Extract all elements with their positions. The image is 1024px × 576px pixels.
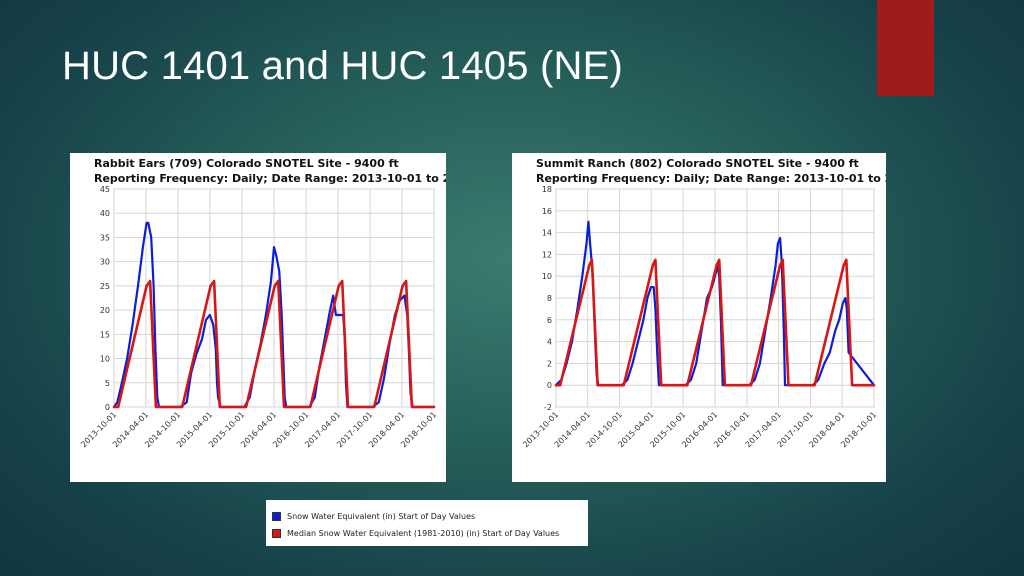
chart-legend: Snow Water Equivalent (in) Start of Day … [266, 500, 588, 546]
chart-subtitle: Reporting Frequency: Daily; Date Range: … [536, 172, 886, 185]
legend-item-swe: Snow Water Equivalent (in) Start of Day … [272, 509, 475, 523]
y-tick-label: 0 [105, 403, 110, 412]
legend-swatch-swe [272, 511, 281, 521]
legend-item-median: Median Snow Water Equivalent (1981-2010)… [272, 526, 559, 540]
legend-label-swe: Snow Water Equivalent (in) Start of Day … [287, 511, 476, 521]
chart-summit-ranch: Summit Ranch (802) Colorado SNOTEL Site … [512, 153, 886, 482]
y-tick-label: 18 [542, 185, 552, 194]
y-tick-label: 14 [542, 229, 552, 238]
series-line-median [112, 279, 436, 409]
y-tick-label: 40 [100, 209, 110, 218]
y-tick-label: 30 [100, 258, 110, 267]
y-tick-label: 10 [100, 355, 110, 364]
accent-bar [877, 0, 934, 96]
y-tick-label: 8 [547, 294, 552, 303]
chart-svg-1: Summit Ranch (802) Colorado SNOTEL Site … [521, 157, 886, 449]
y-tick-label: 4 [547, 338, 552, 347]
y-tick-label: 2 [547, 359, 552, 368]
y-tick-label: 20 [100, 306, 110, 315]
y-tick-label: 12 [542, 250, 552, 259]
chart-subtitle: Reporting Frequency: Daily; Date Range: … [94, 172, 446, 185]
y-tick-label: 15 [100, 330, 110, 339]
y-tick-label: 45 [100, 185, 110, 194]
legend-label-median: Median Snow Water Equivalent (1981-2010)… [287, 528, 560, 538]
y-tick-label: 6 [547, 316, 552, 325]
series-line-swe [112, 221, 436, 409]
chart-rabbit-ears: Rabbit Ears (709) Colorado SNOTEL Site -… [70, 153, 446, 482]
y-tick-label: 35 [100, 233, 110, 242]
y-tick-label: -2 [544, 403, 552, 412]
y-tick-label: 10 [542, 272, 552, 281]
chart-svg-0: Rabbit Ears (709) Colorado SNOTEL Site -… [79, 157, 446, 449]
y-tick-label: 25 [100, 282, 110, 291]
y-tick-label: 0 [547, 381, 552, 390]
y-tick-label: 16 [542, 207, 552, 216]
chart-title: Summit Ranch (802) Colorado SNOTEL Site … [536, 157, 859, 170]
chart-title: Rabbit Ears (709) Colorado SNOTEL Site -… [94, 157, 399, 170]
slide-title: HUC 1401 and HUC 1405 (NE) [62, 44, 624, 88]
y-tick-label: 5 [105, 379, 110, 388]
legend-swatch-median [272, 528, 281, 538]
series-line-median [554, 258, 876, 387]
